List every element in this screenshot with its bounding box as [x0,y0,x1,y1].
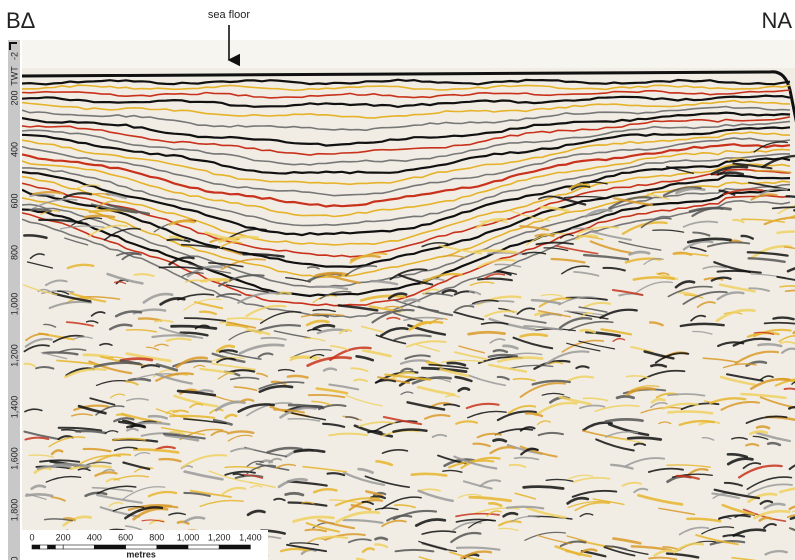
seismic-section [22,68,795,560]
reflector-segment [718,173,743,175]
scale-label: 1,400 [239,532,262,542]
depth-label: 800 [9,245,19,260]
reflector-segment [295,450,325,452]
reflector-segment [617,396,634,398]
reflector-segment [376,538,387,540]
scale-segment [40,545,48,549]
scale-label: 200 [56,532,71,542]
scale-segment [157,545,188,549]
seismic-figure: ΒΔ ΝΑ sea floor -2 TWT 200 400 600 800 1,000… [0,0,795,560]
scale-label: 1,000 [177,532,200,542]
depth-label: 1,600 [9,447,19,470]
scale-segment [63,545,94,549]
left-orientation: ΒΔ [6,8,36,33]
reflector-segment [494,440,506,442]
sea-floor-label: sea floor [208,9,251,21]
scale-label: 800 [149,532,164,542]
right-orientation: ΝΑ [761,8,792,33]
scale-label: 400 [87,532,102,542]
axis-top-label: -2 [9,52,19,60]
water-column [22,40,795,70]
depth-label: 1,000 [9,293,19,316]
scale-label: 1,200 [208,532,231,542]
scale-segment [188,545,219,549]
depth-label: 200 [9,90,19,105]
depth-label: 1,800 [9,499,19,522]
scale-segment [48,545,56,549]
scale-unit: metres [126,549,156,559]
scale-segment [32,545,40,549]
scale-label: 0 [29,532,34,542]
scale-segment [55,545,63,549]
depth-label: 1,200 [9,344,19,367]
reflector-segment [286,493,303,495]
scale-bar: 0 200 400 600 800 1,000 1,200 1,400 metres [22,530,268,560]
scale-segment [94,545,125,549]
scale-label: 600 [118,532,133,542]
scale-segment [219,545,250,549]
axis-title: TWT [9,66,19,86]
depth-label: 1,400 [9,396,19,419]
depth-label: 600 [9,193,19,208]
depth-label: 400 [9,142,19,157]
depth-label: 00 [9,556,19,560]
